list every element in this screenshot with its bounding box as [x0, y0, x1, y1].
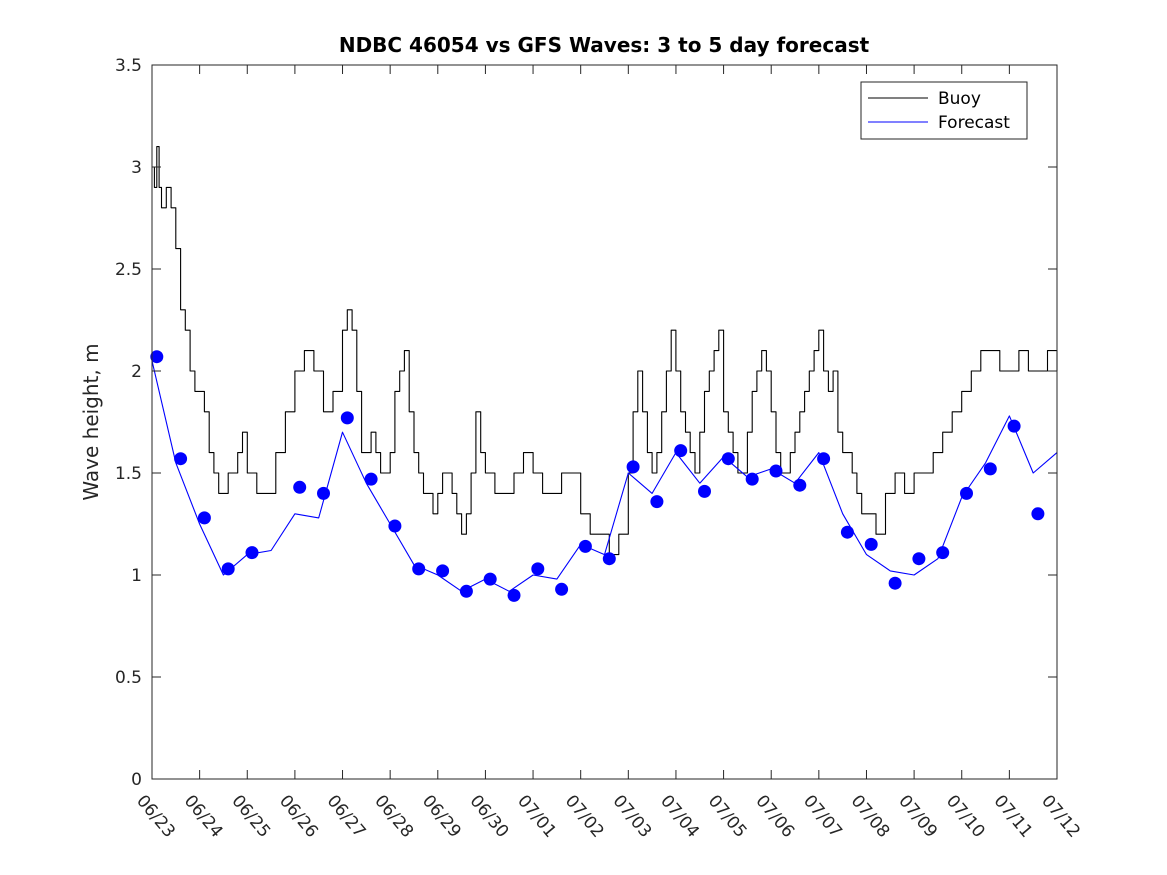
- series-line-buoy: [152, 146, 1058, 556]
- forecast-point: [483, 572, 497, 586]
- x-tick-label: 06/28: [370, 791, 417, 841]
- forecast-point: [1031, 507, 1045, 521]
- x-tick-label: 07/09: [894, 791, 941, 841]
- forecast-point: [459, 584, 473, 598]
- x-tick-label: 06/24: [180, 791, 227, 841]
- forecast-point: [936, 546, 950, 560]
- forecast-point: [840, 525, 854, 539]
- chart-title: NDBC 46054 vs GFS Waves: 3 to 5 day fore…: [339, 33, 870, 57]
- x-tick-label: 07/05: [704, 791, 751, 841]
- x-tick-label: 07/03: [608, 791, 655, 841]
- x-tick-label: 07/08: [847, 791, 894, 841]
- forecast-point: [888, 576, 902, 590]
- x-tick-label: 07/12: [1037, 791, 1084, 841]
- x-tick-label: 06/30: [466, 791, 513, 841]
- plot-area: [152, 65, 1057, 779]
- forecast-point: [507, 588, 521, 602]
- forecast-point: [174, 452, 188, 466]
- forecast-point: [388, 519, 402, 533]
- axes-box: [151, 64, 1058, 780]
- forecast-point: [674, 444, 688, 458]
- forecast-point: [1007, 419, 1021, 433]
- x-tick-label: 07/07: [799, 791, 846, 841]
- forecast-point: [531, 562, 545, 576]
- x-tick-label: 07/01: [513, 791, 560, 841]
- forecast-point: [769, 464, 783, 478]
- marker-layer: [150, 350, 1045, 602]
- legend-label-forecast: Forecast: [938, 113, 1010, 133]
- forecast-point: [960, 486, 973, 500]
- forecast-point: [698, 484, 711, 498]
- legend-label-buoy: Buoy: [938, 89, 981, 109]
- x-tick-label: 07/04: [656, 791, 703, 841]
- forecast-point: [436, 564, 450, 578]
- x-tick-label: 06/29: [418, 791, 465, 841]
- x-tick-label: 06/26: [275, 791, 322, 841]
- x-tick-label: 07/06: [751, 791, 798, 841]
- forecast-point: [983, 462, 997, 476]
- y-tick-label: 2: [131, 362, 142, 382]
- forecast-point: [721, 452, 735, 466]
- forecast-point: [340, 411, 354, 425]
- forecast-point: [150, 350, 164, 364]
- x-tick-label: 06/25: [227, 791, 274, 841]
- forecast-point: [864, 537, 878, 551]
- forecast-point: [293, 480, 307, 494]
- x-tick-label: 06/27: [323, 791, 370, 841]
- x-tick-label: 07/02: [561, 791, 608, 841]
- y-tick-label: 0.5: [115, 668, 142, 688]
- legend: Buoy Forecast: [860, 81, 1028, 140]
- forecast-point: [197, 511, 211, 525]
- forecast-point: [317, 486, 330, 500]
- x-tick-label: 07/10: [942, 791, 989, 841]
- y-tick-label: 3: [131, 158, 142, 178]
- y-axis: 0 0.5 1 1.5 2 2.5 3 3.5: [115, 56, 1057, 790]
- forecast-point: [650, 495, 664, 509]
- forecast-point: [745, 472, 759, 486]
- y-tick-label: 3.5: [115, 56, 142, 76]
- forecast-point: [221, 562, 235, 576]
- forecast-point: [578, 539, 592, 553]
- y-tick-label: 2.5: [115, 260, 142, 280]
- forecast-point: [364, 472, 378, 486]
- forecast-point: [626, 460, 640, 474]
- y-tick-label: 1.5: [115, 464, 142, 484]
- x-tick-label: 07/11: [990, 791, 1037, 841]
- forecast-point: [602, 552, 616, 566]
- y-tick-label: 0: [131, 770, 142, 790]
- forecast-point: [412, 562, 426, 576]
- forecast-point: [817, 452, 831, 466]
- y-axis-label: Wave height, m: [79, 343, 103, 500]
- forecast-point: [793, 478, 807, 492]
- forecast-point: [912, 552, 926, 566]
- forecast-point: [245, 546, 259, 560]
- legend-box: [860, 81, 1028, 140]
- forecast-point: [555, 582, 569, 596]
- x-tick-label: 06/23: [132, 791, 179, 841]
- y-tick-label: 1: [131, 566, 142, 586]
